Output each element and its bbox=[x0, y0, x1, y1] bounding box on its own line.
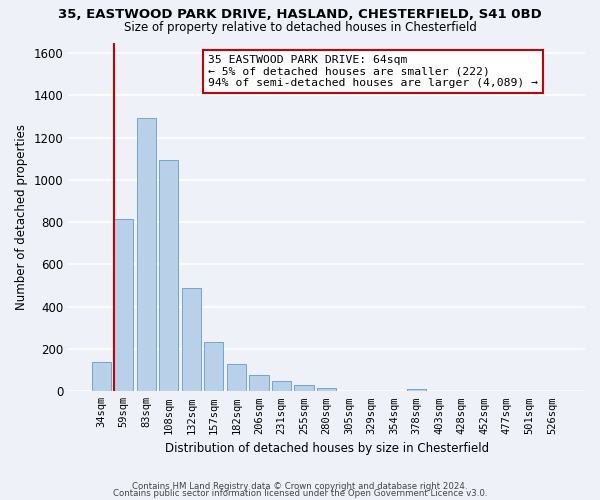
Text: 35 EASTWOOD PARK DRIVE: 64sqm
← 5% of detached houses are smaller (222)
94% of s: 35 EASTWOOD PARK DRIVE: 64sqm ← 5% of de… bbox=[208, 54, 538, 88]
Text: Size of property relative to detached houses in Chesterfield: Size of property relative to detached ho… bbox=[124, 21, 476, 34]
Bar bbox=[114, 219, 133, 392]
X-axis label: Distribution of detached houses by size in Chesterfield: Distribution of detached houses by size … bbox=[164, 442, 488, 455]
Bar bbox=[137, 118, 156, 392]
Bar bbox=[272, 380, 291, 392]
Bar bbox=[205, 342, 223, 392]
Text: Contains HM Land Registry data © Crown copyright and database right 2024.: Contains HM Land Registry data © Crown c… bbox=[132, 482, 468, 491]
Bar bbox=[182, 288, 201, 392]
Bar bbox=[159, 160, 178, 392]
Bar bbox=[92, 362, 111, 392]
Bar bbox=[407, 389, 426, 392]
Bar bbox=[295, 385, 314, 392]
Y-axis label: Number of detached properties: Number of detached properties bbox=[15, 124, 28, 310]
Text: 35, EASTWOOD PARK DRIVE, HASLAND, CHESTERFIELD, S41 0BD: 35, EASTWOOD PARK DRIVE, HASLAND, CHESTE… bbox=[58, 8, 542, 20]
Bar bbox=[250, 376, 269, 392]
Bar bbox=[227, 364, 246, 392]
Bar bbox=[317, 388, 336, 392]
Text: Contains public sector information licensed under the Open Government Licence v3: Contains public sector information licen… bbox=[113, 490, 487, 498]
